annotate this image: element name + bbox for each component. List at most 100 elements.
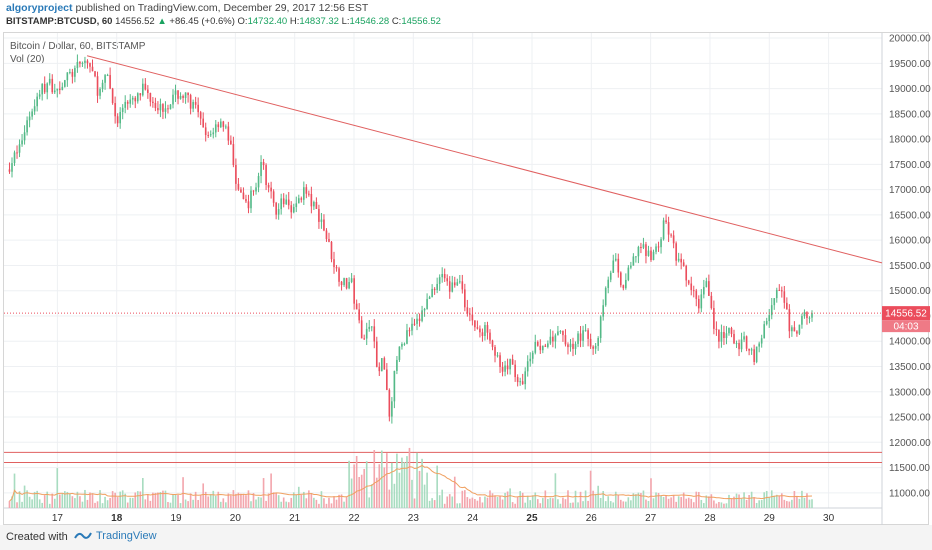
volume-bar <box>474 499 476 508</box>
candle-body <box>466 307 469 314</box>
candlestick-chart[interactable]: 20000.00 19500.00 19000.00 18500.00 18000.00… <box>0 0 932 525</box>
volume-bar <box>149 500 152 508</box>
volume-bar <box>788 501 791 508</box>
volume-bar <box>499 496 501 508</box>
candle-body <box>154 102 157 109</box>
volume-bar <box>26 490 28 508</box>
volume-bar <box>199 494 202 508</box>
candle-body <box>114 103 116 117</box>
volume-bar <box>783 499 786 508</box>
volume-bar <box>290 497 293 508</box>
author-link[interactable]: algoryproject <box>6 2 73 14</box>
x-tick-label: 30 <box>823 513 835 524</box>
candle-body <box>345 278 348 289</box>
volume-bar <box>194 491 197 508</box>
candle-body <box>446 278 449 282</box>
volume-bar <box>469 498 471 508</box>
volume-bar <box>511 502 514 508</box>
candle-body <box>602 305 605 317</box>
candle-body <box>300 198 303 200</box>
volume-bar <box>539 503 542 508</box>
volume-bar <box>265 500 267 508</box>
volume-bar <box>484 496 486 508</box>
up-arrow-icon: ▲ <box>157 16 167 27</box>
candle-body <box>511 359 514 365</box>
volume-bar <box>204 491 207 508</box>
volume-bar <box>501 499 504 508</box>
candle-body <box>559 331 562 333</box>
candle-body <box>116 116 119 124</box>
candle-body <box>230 140 232 145</box>
volume-bar <box>748 494 750 508</box>
x-tick-label: 19 <box>170 513 182 524</box>
candle-body <box>8 169 11 172</box>
candle-body <box>61 86 64 90</box>
candle-body <box>232 144 235 165</box>
candle-body <box>368 326 371 329</box>
volume-bar <box>292 492 295 508</box>
volume-bar <box>680 497 682 508</box>
volume-bar <box>398 472 401 508</box>
volume-bar <box>652 498 655 508</box>
volume-bar <box>677 496 680 508</box>
volume-bar <box>743 492 745 508</box>
candle-body <box>541 345 544 351</box>
volume-bar <box>172 494 174 508</box>
volume-bar <box>391 462 393 508</box>
volume-bar <box>179 503 182 508</box>
y-tick-label: 16500.00 <box>889 210 931 221</box>
volume-bar <box>247 490 250 508</box>
candle-body <box>56 88 59 91</box>
candle-body <box>396 359 398 371</box>
candle-body <box>69 71 71 73</box>
candle-body <box>358 309 360 321</box>
close-value: 14556.52 <box>401 16 441 27</box>
volume-bar <box>99 490 101 508</box>
volume-bar <box>333 496 335 508</box>
volume-bar <box>763 492 766 508</box>
x-tick-label: 17 <box>52 513 64 524</box>
candle-body <box>632 256 635 266</box>
volume-bar <box>48 503 51 508</box>
volume-bar <box>612 502 615 508</box>
volume-bar <box>320 491 323 508</box>
candle-body <box>768 315 771 322</box>
candle-body <box>584 330 587 332</box>
low-value: 14546.28 <box>349 16 390 27</box>
candle-body <box>428 297 431 299</box>
candle-body <box>770 305 773 316</box>
volume-bar <box>554 473 557 508</box>
candle-body <box>685 265 688 281</box>
candle-body <box>11 163 13 172</box>
volume-bar <box>177 494 179 508</box>
volume-bar <box>625 501 627 508</box>
volume-bar <box>421 458 423 508</box>
volume-bar <box>584 490 587 508</box>
volume-bar <box>705 495 708 508</box>
candle-body <box>355 303 358 310</box>
candle-body <box>582 330 584 341</box>
candle-body <box>64 80 66 87</box>
candle-body <box>398 346 401 360</box>
volume-bar <box>619 499 622 508</box>
tradingview-brand-link[interactable]: TradingView <box>74 530 157 542</box>
volume-bar <box>630 500 632 508</box>
volume-bar <box>770 490 773 508</box>
candle-body <box>340 281 343 286</box>
volume-bar <box>111 491 114 508</box>
x-tick-label: 21 <box>289 513 301 524</box>
candle-body <box>574 343 577 349</box>
volume-bar <box>167 502 169 508</box>
volume-bar <box>250 501 252 508</box>
candle-body <box>174 90 177 95</box>
volume-bar <box>765 490 768 508</box>
last-price-tag-label: 14556.52 <box>885 309 927 320</box>
candle-body <box>292 207 295 213</box>
candle-body <box>144 83 147 90</box>
volume-bar <box>295 494 298 508</box>
volume-bar <box>509 488 511 508</box>
x-tick-label: 26 <box>586 513 598 524</box>
volume-bar <box>806 493 808 508</box>
volume-ma-line <box>9 464 813 502</box>
candle-body <box>318 208 320 222</box>
